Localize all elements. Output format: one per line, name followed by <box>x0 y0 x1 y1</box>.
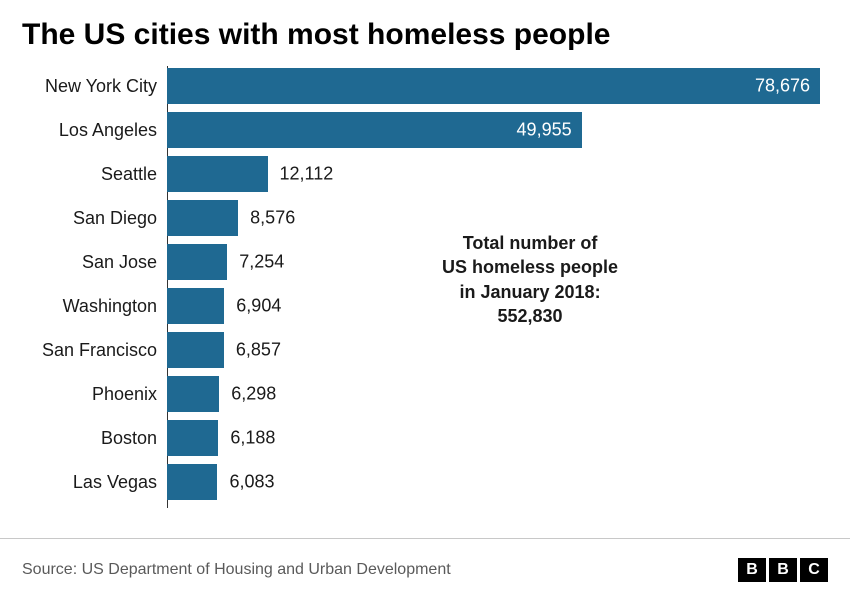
source-text: Source: US Department of Housing and Urb… <box>22 561 451 579</box>
chart-title: The US cities with most homeless people <box>0 0 850 66</box>
bar <box>167 464 217 500</box>
bar <box>167 244 227 280</box>
bar-wrap: 78,676 <box>167 68 820 104</box>
bar-wrap: 6,188 <box>167 420 820 456</box>
city-label: Seattle <box>22 164 167 185</box>
bar-row: Seattle 12,112 <box>22 154 820 194</box>
city-label: Los Angeles <box>22 120 167 141</box>
city-label: Las Vegas <box>22 472 167 493</box>
value-label: 7,254 <box>239 252 284 273</box>
bar-row: San Francisco 6,857 <box>22 330 820 370</box>
chart-area: Total number of US homeless people in Ja… <box>22 66 820 508</box>
bar-row: Phoenix 6,298 <box>22 374 820 414</box>
bar-wrap: 6,904 <box>167 288 820 324</box>
city-label: San Diego <box>22 208 167 229</box>
bar <box>167 420 218 456</box>
value-label: 6,857 <box>236 340 281 361</box>
city-label: San Jose <box>22 252 167 273</box>
bar <box>167 156 268 192</box>
bar-row: Los Angeles 49,955 <box>22 110 820 150</box>
city-label: Phoenix <box>22 384 167 405</box>
bbc-logo-letter: B <box>738 558 766 582</box>
bar: 49,955 <box>167 112 582 148</box>
value-label: 12,112 <box>280 164 334 185</box>
bbc-logo-letter: C <box>800 558 828 582</box>
bar-row: Boston 6,188 <box>22 418 820 458</box>
bar-wrap: 6,857 <box>167 332 820 368</box>
bar-row: Las Vegas 6,083 <box>22 462 820 502</box>
value-label: 6,904 <box>236 296 281 317</box>
bar <box>167 332 224 368</box>
bar <box>167 288 224 324</box>
value-label: 6,298 <box>231 384 276 405</box>
bbc-logo: B B C <box>738 558 828 582</box>
bar-wrap: 12,112 <box>167 156 820 192</box>
bar-row: Washington 6,904 <box>22 286 820 326</box>
bar-wrap: 49,955 <box>167 112 820 148</box>
bar-wrap: 6,083 <box>167 464 820 500</box>
bar-row: New York City 78,676 <box>22 66 820 106</box>
city-label: Boston <box>22 428 167 449</box>
bar-row: San Diego 8,576 <box>22 198 820 238</box>
bar-wrap: 7,254 <box>167 244 820 280</box>
city-label: New York City <box>22 76 167 97</box>
footer: Source: US Department of Housing and Urb… <box>0 538 850 600</box>
value-label: 8,576 <box>250 208 295 229</box>
bar <box>167 376 219 412</box>
value-label: 6,188 <box>230 428 275 449</box>
value-label: 78,676 <box>755 76 810 97</box>
city-label: San Francisco <box>22 340 167 361</box>
city-label: Washington <box>22 296 167 317</box>
bar <box>167 200 238 236</box>
value-label: 49,955 <box>517 120 572 141</box>
bar-wrap: 6,298 <box>167 376 820 412</box>
bar-row: San Jose 7,254 <box>22 242 820 282</box>
bbc-logo-letter: B <box>769 558 797 582</box>
bar: 78,676 <box>167 68 820 104</box>
bar-wrap: 8,576 <box>167 200 820 236</box>
value-label: 6,083 <box>229 472 274 493</box>
